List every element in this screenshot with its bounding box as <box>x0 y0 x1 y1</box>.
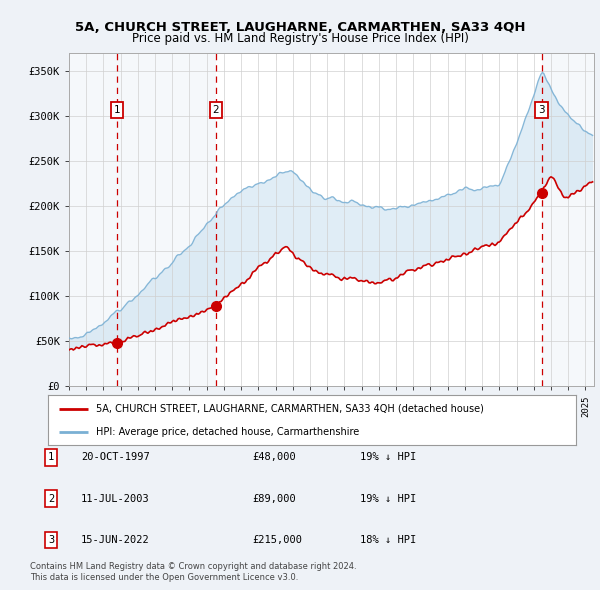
Text: 1: 1 <box>48 453 54 462</box>
Text: 3: 3 <box>538 105 545 115</box>
Text: 2: 2 <box>48 494 54 503</box>
Text: 19% ↓ HPI: 19% ↓ HPI <box>360 453 416 462</box>
Bar <box>542 53 594 386</box>
Bar <box>117 53 216 386</box>
Text: 3: 3 <box>48 535 54 545</box>
Text: This data is licensed under the Open Government Licence v3.0.: This data is licensed under the Open Gov… <box>30 573 298 582</box>
Text: £215,000: £215,000 <box>252 535 302 545</box>
Bar <box>69 53 117 386</box>
Text: £89,000: £89,000 <box>252 494 296 503</box>
Text: 2: 2 <box>212 105 219 115</box>
Text: 5A, CHURCH STREET, LAUGHARNE, CARMARTHEN, SA33 4QH: 5A, CHURCH STREET, LAUGHARNE, CARMARTHEN… <box>75 21 525 34</box>
Text: 20-OCT-1997: 20-OCT-1997 <box>81 453 150 462</box>
Text: 1: 1 <box>114 105 121 115</box>
Text: Contains HM Land Registry data © Crown copyright and database right 2024.: Contains HM Land Registry data © Crown c… <box>30 562 356 571</box>
Text: 11-JUL-2003: 11-JUL-2003 <box>81 494 150 503</box>
Text: 19% ↓ HPI: 19% ↓ HPI <box>360 494 416 503</box>
Text: Price paid vs. HM Land Registry's House Price Index (HPI): Price paid vs. HM Land Registry's House … <box>131 32 469 45</box>
Text: HPI: Average price, detached house, Carmarthenshire: HPI: Average price, detached house, Carm… <box>95 427 359 437</box>
Text: £48,000: £48,000 <box>252 453 296 462</box>
Text: 18% ↓ HPI: 18% ↓ HPI <box>360 535 416 545</box>
Text: 5A, CHURCH STREET, LAUGHARNE, CARMARTHEN, SA33 4QH (detached house): 5A, CHURCH STREET, LAUGHARNE, CARMARTHEN… <box>95 404 484 414</box>
Text: 15-JUN-2022: 15-JUN-2022 <box>81 535 150 545</box>
